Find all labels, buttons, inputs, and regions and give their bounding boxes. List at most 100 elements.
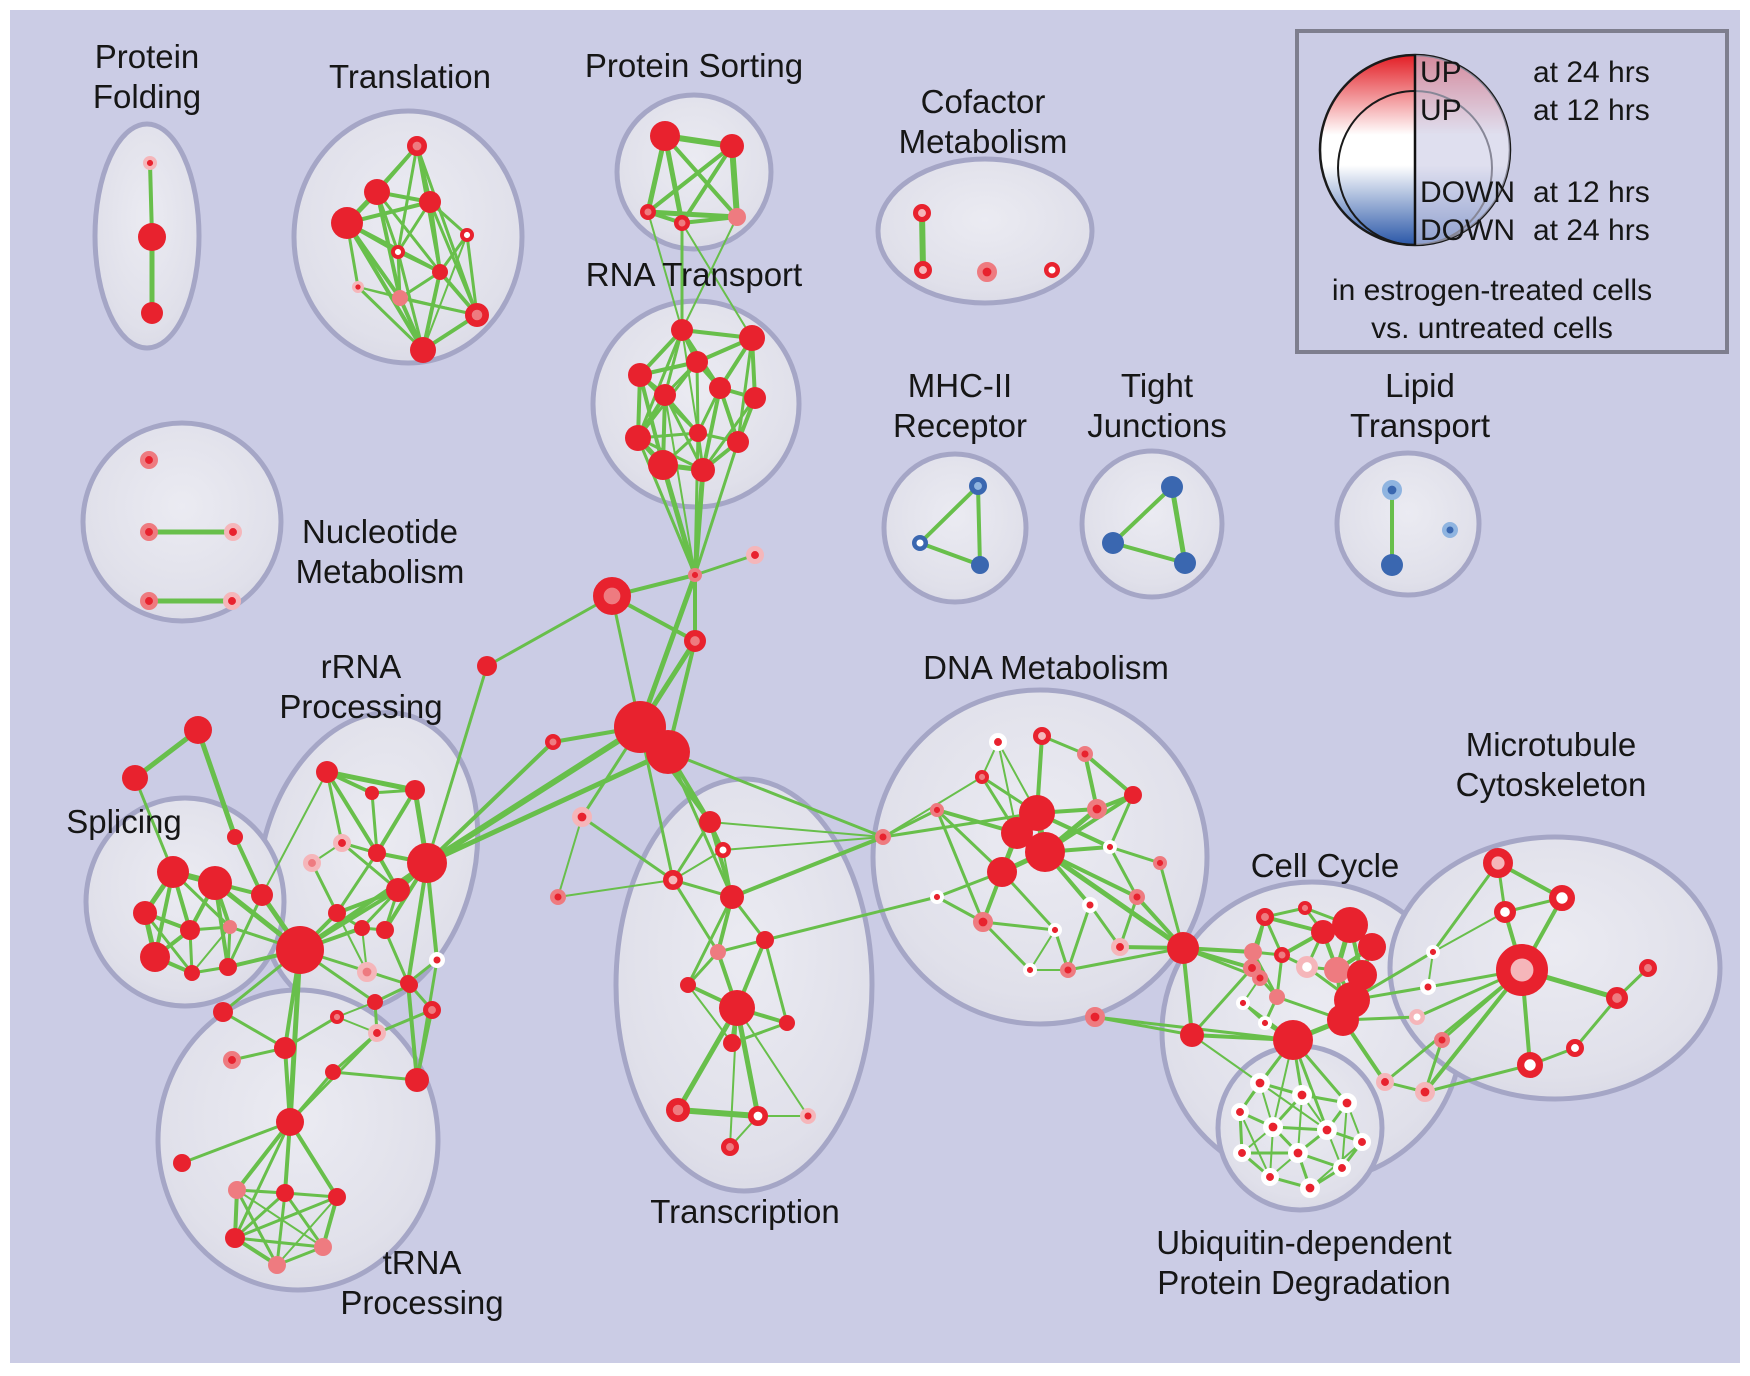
edge [356,285,425,352]
node [1292,1085,1313,1106]
node [1233,1144,1252,1163]
edge [881,811,1039,839]
node [276,926,324,974]
node [224,523,243,542]
node [213,1002,233,1022]
node [930,803,945,818]
legend-row-time: at 24 hrs [1533,56,1650,89]
edge [422,234,468,351]
node [721,1138,740,1157]
node [691,458,715,482]
node [728,208,746,226]
node [410,337,436,363]
edge [675,1005,740,1113]
edge [1423,1063,1532,1094]
cluster-label-ubiquitin-dependent-protein-degradation: Ubiquitin-dependent [1156,1224,1451,1261]
node [1047,923,1062,938]
node [1022,963,1037,978]
node [1251,969,1268,986]
node [376,921,394,939]
edge [335,851,379,915]
edge [421,270,442,352]
cluster-label-trna-processing: Processing [340,1284,503,1321]
edge [701,396,757,472]
edge [919,210,926,273]
edge [636,436,697,577]
edge [729,1007,738,1148]
node [727,431,749,453]
node [276,1184,294,1202]
edge [686,895,734,987]
edge [191,926,231,974]
node [720,134,744,158]
node [662,869,683,890]
cluster-label-mhc-ii-receptor: Receptor [893,407,1027,444]
legend-row-dir: DOWN [1420,176,1515,209]
edge [736,1007,809,1117]
edge [681,222,753,339]
edge [221,1010,287,1050]
edge [1190,966,1254,1037]
edge [708,820,734,899]
edge [1239,1111,1271,1178]
edge [709,821,884,838]
edge [557,816,583,898]
node [646,730,690,774]
node [328,1188,346,1206]
node [432,264,448,280]
node [251,884,273,906]
edge [398,296,479,317]
edge [425,740,555,865]
cluster-label-cofactor-metabolism: Cofactor [921,83,1046,120]
node [1111,938,1130,957]
node [1243,959,1262,978]
node [329,1010,344,1025]
cluster-label-lipid-transport: Transport [1350,407,1490,444]
node [268,1256,286,1274]
node [1441,521,1458,538]
node [1317,1120,1338,1141]
node [1496,944,1549,997]
node [1273,1020,1313,1060]
edge [375,190,442,274]
node [274,1037,296,1059]
node [1288,1143,1309,1164]
legend-row-dir: DOWN [1420,214,1515,247]
cluster-label-nucleotide-metabolism: Nucleotide [302,513,458,550]
edge [415,958,439,1082]
node [1124,786,1142,804]
node [911,534,928,551]
node [686,351,708,373]
node [1311,920,1335,944]
node [1297,901,1312,916]
edge [680,144,734,225]
node [1295,956,1318,979]
node [316,761,338,783]
node [969,476,988,495]
legend-row-time: at 12 hrs [1533,176,1650,209]
edge [693,440,740,577]
node [1269,989,1285,1005]
node [625,425,651,451]
edge [763,938,789,1025]
edge [288,1120,339,1199]
edge [1108,793,1135,849]
node [1605,987,1628,1010]
node [157,856,189,888]
node [459,228,474,243]
node [1300,1178,1321,1199]
node [1085,1006,1106,1027]
edge [406,981,419,1082]
node [1087,798,1108,819]
node [1174,552,1196,574]
cluster-label-rrna-processing: Processing [279,688,442,725]
edge [233,1120,292,1240]
node [141,302,163,324]
node [1263,1117,1284,1138]
edge [1083,752,1135,797]
edge [325,770,344,845]
node [989,733,1008,752]
edge [722,836,884,851]
node [648,450,678,480]
edge [881,808,939,839]
